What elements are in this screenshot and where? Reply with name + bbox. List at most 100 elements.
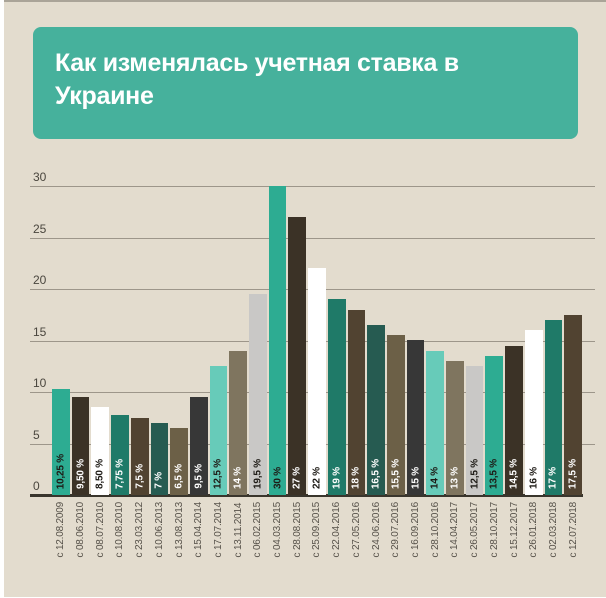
date-label: с 22.04.2016 (331, 502, 343, 558)
bar-value-label: 14 % (232, 467, 244, 489)
x-axis-label-cell: с 28.10.2017 (485, 502, 503, 557)
date-label: с 25.09.2015 (311, 502, 323, 558)
date-label: с 13.08.2013 (173, 502, 185, 558)
bar-value-label: 9,5 % (193, 464, 205, 489)
date-label: с 28.10.2016 (429, 502, 441, 558)
date-label: с 13.11.2014 (232, 502, 244, 558)
x-axis-label-cell: с 24.06.2016 (367, 502, 385, 557)
x-axis-label-cell: с 12.07.2018 (564, 502, 582, 557)
rate-bar: 9,5 % (189, 397, 208, 495)
y-tick-label-0: 0 (33, 479, 40, 493)
bar-value-label: 12,5 % (212, 459, 224, 489)
x-axis-label-cell: с 16.09.2016 (407, 502, 425, 557)
date-label: с 17.07.2014 (212, 502, 224, 558)
rate-bar: 14 % (426, 351, 445, 495)
infographic-card: Как изменялась учетная ставка в Украине … (4, 0, 606, 597)
bar-value-label: 14,5 % (508, 459, 520, 489)
x-axis-label-cell: с 25.09.2015 (308, 502, 326, 557)
rate-bar: 27 % (288, 217, 307, 495)
bar-value-label: 13,5 % (488, 459, 500, 489)
y-tick-label-30: 30 (33, 170, 47, 184)
x-axis-label-cell: с 28.08.2015 (288, 502, 306, 557)
x-axis-label-cell: с 29.07.2016 (387, 502, 405, 557)
rate-bar: 8,50 % (91, 407, 110, 495)
x-axis-label-cell: с 04.03.2015 (269, 502, 287, 557)
date-label: с 15.12.2017 (508, 502, 520, 558)
rate-bar: 16,5 % (367, 325, 385, 495)
date-label: с 28.10.2017 (488, 502, 500, 558)
gridline-25 (30, 238, 595, 239)
x-axis-label-cell: с 17.07.2014 (210, 502, 228, 557)
bars-area: 10,25 % 9,50 % 8,50 % 7,75 % 7,5 % 7 % 6,5 % 9,… (52, 172, 582, 495)
date-label: с 02.03.2018 (547, 502, 559, 558)
page-title: Как изменялась учетная ставка в Украине (55, 49, 459, 110)
x-axis-label-cell: с 28.10.2016 (426, 502, 444, 557)
gridline-30 (30, 186, 595, 187)
date-label: с 26.01.2018 (528, 502, 540, 558)
date-label: с 06.02.2015 (252, 502, 264, 558)
x-axis-label-cell: с 15.04.2014 (190, 502, 208, 557)
bar-value-label: 19,5 % (252, 459, 264, 489)
date-label: с 24.06.2016 (370, 502, 382, 558)
date-label: с 23.03.2012 (134, 502, 146, 558)
y-tick-label-20: 20 (33, 273, 47, 287)
y-tick-label-10: 10 (33, 376, 47, 390)
rate-bar: 14 % (229, 351, 248, 495)
x-axis-label-cell: с 13.11.2014 (229, 502, 247, 558)
bar-value-label: 8,50 % (94, 459, 106, 489)
x-axis-label-cell: с 08.07.2010 (91, 502, 109, 557)
bar-value-label: 6,5 % (173, 464, 185, 489)
rate-bar: 22 % (308, 268, 326, 495)
bar-value-label: 16 % (528, 467, 540, 489)
bar-value-label: 13 % (449, 467, 461, 489)
bar-value-label: 27 % (291, 467, 303, 489)
date-label: с 12.08.2009 (55, 502, 67, 558)
rate-bar: 15 % (406, 340, 425, 495)
x-axis-label-cell: с 08.06.2010 (72, 502, 90, 557)
rate-bar: 7 % (150, 423, 169, 495)
bar-value-label: 10,25 % (55, 453, 67, 489)
date-label: с 15.04.2014 (193, 502, 205, 558)
y-tick-label-15: 15 (33, 325, 47, 339)
bar-value-label: 16,5 % (370, 459, 382, 489)
date-label: с 08.06.2010 (75, 502, 87, 558)
rate-bar: 6,5 % (170, 428, 188, 495)
rate-bar: 16 % (524, 330, 543, 495)
rate-bar: 10,25 % (52, 389, 70, 495)
date-label: с 29.07.2016 (390, 502, 402, 558)
bar-value-label: 19 % (331, 467, 343, 489)
date-label: с 04.03.2015 (272, 502, 284, 558)
bar-value-label: 15 % (410, 467, 421, 489)
x-axis-label-cell: с 23.03.2012 (131, 502, 149, 557)
x-axis-label-cell: с 10.08.2010 (111, 502, 129, 557)
rate-bar: 7,5 % (130, 418, 149, 495)
date-label: с 16.09.2016 (410, 502, 421, 558)
bar-value-label: 12,5 % (469, 459, 481, 489)
date-label: с 10.06.2013 (153, 502, 165, 558)
bar-value-label: 15,5 % (390, 459, 402, 489)
bar-value-label: 17,5 % (567, 459, 579, 489)
x-axis-label-cell: с 14.04.2017 (446, 502, 464, 557)
date-label: с 08.07.2010 (94, 502, 106, 558)
x-axis-label-cell: с 10.06.2013 (151, 502, 169, 557)
rate-bar: 15,5 % (386, 335, 405, 495)
rate-bar: 19,5 % (249, 294, 267, 495)
date-label: с 12.07.2018 (567, 502, 579, 558)
date-label: с 27.05.2016 (350, 502, 362, 558)
rate-bar: 13,5 % (485, 356, 504, 495)
rate-bar: 13 % (446, 361, 464, 495)
rate-bar: 17,5 % (564, 315, 582, 495)
x-axis-label-cell: с 15.12.2017 (505, 502, 523, 557)
title-box: Как изменялась учетная ставка в Украине (33, 27, 578, 139)
x-axis-label-cell: с 06.02.2015 (249, 502, 267, 557)
rate-bar: 18 % (347, 310, 366, 495)
rate-bar: 19 % (327, 299, 346, 495)
x-axis-label-cell: с 02.03.2018 (545, 502, 563, 557)
x-axis-label-cell: с 26.05.2017 (466, 502, 484, 557)
y-tick-label-25: 25 (33, 222, 47, 236)
x-axis-label-cell: с 12.08.2009 (52, 502, 70, 557)
date-label: с 14.04.2017 (449, 502, 461, 558)
rate-bar: 7,75 % (111, 415, 129, 495)
rate-bar: 17 % (544, 320, 563, 495)
